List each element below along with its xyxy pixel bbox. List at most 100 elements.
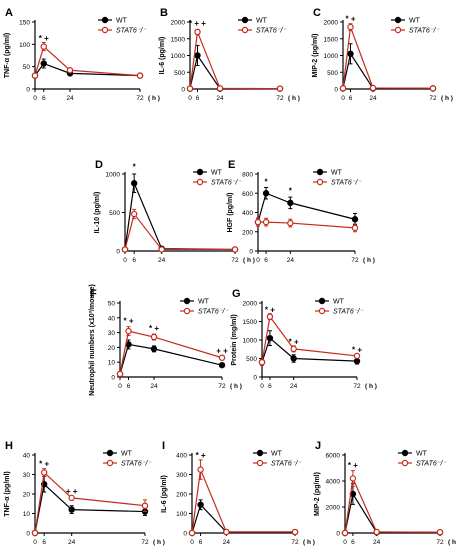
significance-mark: + + [216,346,228,355]
data-point [347,50,354,58]
series-line [342,26,434,89]
y-tick-label: 20 [108,345,116,352]
data-point [40,469,48,476]
significance-mark: * + [196,451,206,460]
legend-label: WT [116,18,128,25]
data-point [266,334,274,342]
y-tick-label: 200 [176,492,187,499]
y-tick-label: 500 [109,210,120,217]
data-point [194,28,201,36]
panel-letter: I [162,440,165,452]
legend-marker [101,16,109,24]
legend-marker [241,16,249,24]
legend-label: STAT6⁻/⁻ [198,309,229,316]
x-tick-label: 0 [343,539,347,546]
panel-letter: H [5,440,13,452]
x-unit-label: ( h ) [148,95,160,102]
x-tick-label: 72 [141,539,149,546]
panel-letter: F [90,288,97,300]
data-point [276,85,284,92]
y-axis-label: TNF-α (pg/ml) [4,471,11,517]
x-tick-label: 72 [436,539,444,546]
panel-letter: A [5,7,13,19]
data-point [262,190,270,197]
y-tick-label: 30 [23,472,31,479]
legend-marker [316,168,324,176]
legend-marker [394,26,402,34]
x-unit-label: ( h ) [448,539,458,546]
x-tick-label: 72 [291,539,299,546]
x-tick-label: 24 [66,95,74,102]
y-tick-label: 1000 [243,338,258,345]
legend-label: WT [333,299,345,306]
significance-mark: * + + [189,19,206,28]
data-point [258,359,266,366]
legend-marker [318,297,326,305]
legend-label: STAT6⁻/⁻ [256,28,287,35]
series-stat6-ko [339,23,437,92]
x-tick-label: 6 [132,257,136,264]
y-tick-label: 0 [249,249,253,256]
x-tick-label: 0 [33,95,37,102]
data-point [373,528,380,536]
significance-mark: * [289,186,293,195]
data-point [141,502,149,509]
x-tick-label: 0 [33,539,37,546]
y-tick-label: 4000 [326,479,341,486]
x-tick-label: 0 [123,257,127,264]
y-tick-label: 500 [174,70,185,77]
panel-letter: G [232,288,241,300]
data-point [218,354,226,361]
legend-label: WT [256,18,268,25]
legend-marker [183,297,191,305]
data-point [68,506,75,513]
series-line [34,483,146,534]
legend-marker [106,459,114,467]
series-line [189,54,280,90]
y-tick-label: 400 [242,210,253,217]
data-point [290,355,297,362]
x-tick-label: 0 [341,95,345,102]
data-point [266,313,274,320]
y-tick-label: 40 [23,453,31,460]
y-tick-label: 0 [26,87,30,94]
data-point [197,501,204,508]
significance-mark: * + [289,337,299,346]
x-tick-label: 6 [42,95,46,102]
y-tick-label: 1000 [171,53,186,60]
y-tick-label: 0 [181,87,185,94]
series-wt [339,43,437,92]
data-point [150,345,158,353]
x-unit-label: ( h ) [441,95,453,102]
series-line [34,62,141,77]
legend-label: STAT6⁻/⁻ [121,461,152,468]
y-tick-label: 100 [19,42,30,49]
x-unit-label: ( h ) [230,383,242,390]
significance-mark: * + [265,305,275,314]
series-stat6-ko [254,217,359,233]
y-tick-label: 400 [176,453,187,460]
x-tick-label: 72 [276,95,284,102]
significance-mark: * [265,178,269,187]
x-tick-label: 6 [196,95,200,102]
y-axis-label: Neutrophil numbers (x10³/mouse) [89,284,96,396]
y-tick-label: 0 [334,87,338,94]
y-tick-label: 0 [116,249,120,256]
data-point [186,85,194,92]
series-line [34,45,141,77]
data-point [194,52,201,59]
data-point [216,85,224,92]
x-tick-label: 6 [268,383,272,390]
series-line [191,467,295,534]
significance-mark: * [133,162,137,171]
y-tick-label: 10 [23,511,31,518]
series-wt [341,483,444,537]
series-line [124,212,235,251]
series-stat6-ko [31,468,149,537]
significance-mark: + + [66,487,78,496]
legend-label: STAT6⁻/⁻ [333,309,364,316]
x-tick-label: 0 [256,257,260,264]
